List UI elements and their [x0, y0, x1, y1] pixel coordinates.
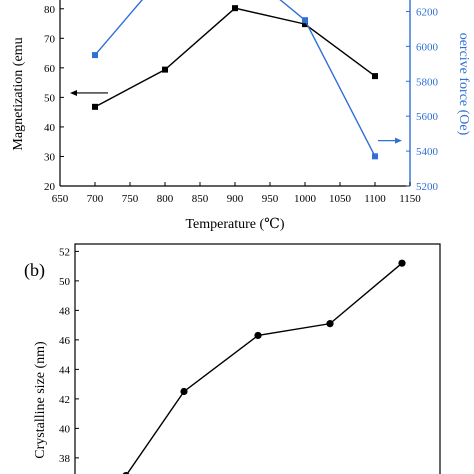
right-y-axis-title-a: oercive force (Oe): [456, 33, 471, 136]
data-point-b: [398, 259, 406, 267]
y-tick-label-b: 40: [59, 423, 71, 435]
panel-a: 650 700 750 800 850 900 950 1000 1050 1100 1150 20 3…: [11, 0, 471, 232]
right-axis-arrow-head: [395, 137, 402, 144]
panel-b: (b) 38 40 42 44 46 48 50 52 Crystalline size (nm): [24, 243, 441, 474]
right-y-tick-label-a: 6200: [416, 6, 439, 18]
data-point-b: [180, 387, 188, 396]
left-y-axis-title-a: Magnetization (emu: [11, 37, 26, 150]
data-marker-a-0: [302, 21, 308, 28]
x-tick-label-a: 1000: [294, 193, 317, 205]
y-tick-label-b: 44: [59, 364, 71, 376]
data-marker-a-0: [372, 73, 378, 80]
right-y-tick-label-a: 5800: [416, 76, 439, 88]
data-marker-a-1: [372, 153, 378, 160]
x-axis-title-a: Temperature (℃): [185, 217, 284, 232]
left-y-tick-label-a: 50: [44, 92, 56, 104]
series-line-a-1: [94, 0, 376, 157]
x-tick-label-a: 900: [227, 193, 244, 205]
right-y-tick-label-a: 5400: [416, 146, 439, 158]
left-y-tick-label-a: 40: [44, 122, 56, 134]
y-axis-title-b: Crystalline size (nm): [33, 341, 48, 459]
x-tick-label-a: 1050: [329, 193, 352, 205]
data-point-b: [122, 471, 130, 474]
left-axis-arrow-head: [70, 89, 77, 96]
left-y-tick-label-a: 20: [44, 181, 56, 193]
data-point-b: [326, 320, 334, 328]
x-tick-label-a: 750: [122, 193, 139, 205]
y-tick-label-b: 52: [59, 246, 70, 258]
data-marker-a-0: [92, 103, 98, 110]
x-tick-label-a: 700: [87, 193, 104, 205]
data-marker-a-0: [232, 5, 238, 12]
x-tick-label-a: 950: [262, 193, 279, 205]
data-marker-a-1: [302, 17, 308, 24]
y-tick-label-b: 50: [59, 276, 71, 288]
left-y-tick-label-a: 60: [44, 63, 56, 75]
y-tick-label-b: 38: [59, 453, 71, 465]
panel-label-b: (b): [24, 260, 45, 281]
y-tick-label-b: 46: [59, 335, 71, 347]
series-line-a-0: [94, 7, 376, 108]
data-marker-a-0: [162, 66, 168, 73]
right-y-tick-label-a: 6000: [416, 41, 439, 53]
x-tick-label-a: 850: [192, 193, 209, 205]
right-y-tick-label-a: 5600: [416, 111, 439, 123]
left-y-tick-label-a: 70: [44, 33, 56, 45]
x-tick-label-a: 800: [157, 193, 174, 205]
series-line-b: [126, 262, 403, 474]
x-tick-label-a: 1150: [399, 193, 421, 205]
x-tick-label-a: 650: [52, 193, 69, 205]
x-tick-label-a: 1100: [364, 193, 386, 205]
data-marker-a-1: [92, 52, 98, 59]
plot-frame-b: [74, 243, 441, 474]
y-tick-label-b: 42: [59, 394, 70, 406]
left-y-tick-label-a: 30: [44, 151, 56, 163]
right-y-tick-label-a: 5200: [416, 181, 439, 193]
data-point-b: [254, 331, 262, 340]
left-y-tick-label-a: 80: [44, 4, 56, 16]
y-tick-label-b: 48: [59, 305, 71, 317]
